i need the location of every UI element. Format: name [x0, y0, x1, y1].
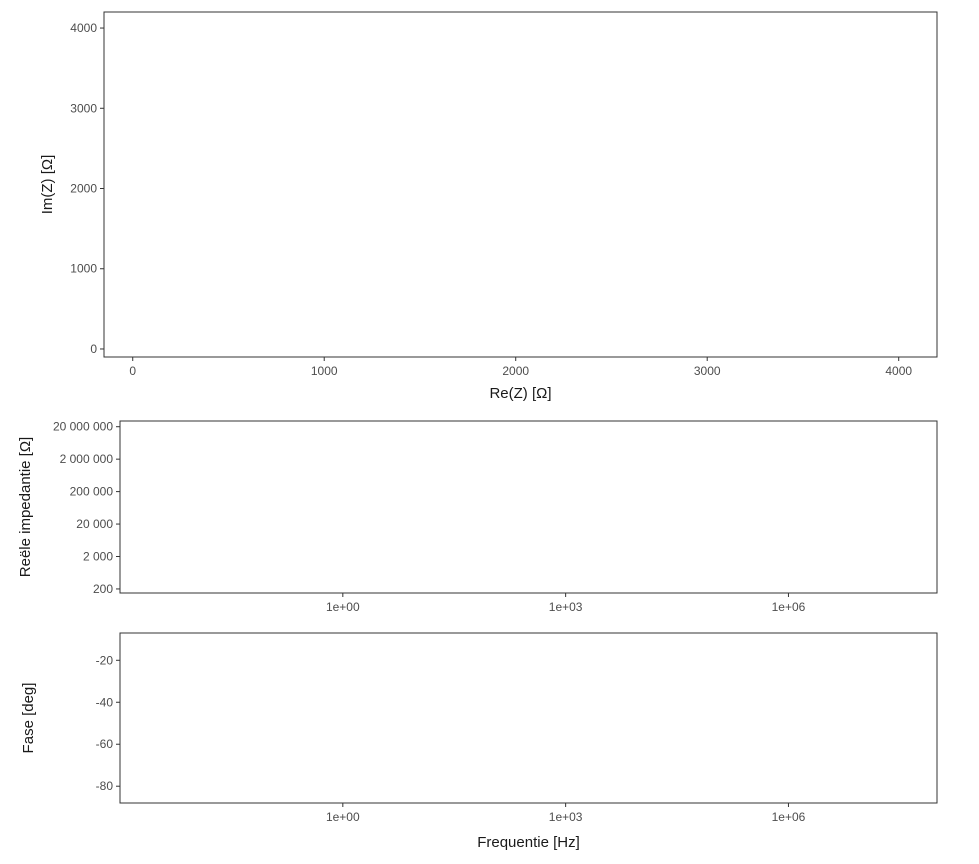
y-tick-label: 4000 [70, 21, 97, 35]
y-axis-title: Im(Z) [Ω] [39, 155, 56, 215]
x-tick-label: 1e+03 [549, 600, 583, 614]
y-tick-label: -80 [96, 779, 114, 793]
y-tick-label: 3000 [70, 101, 97, 115]
y-tick-label: 20 000 000 [53, 420, 113, 434]
x-tick-label: 1e+06 [772, 810, 806, 824]
x-axis-title: Re(Z) [Ω] [489, 385, 551, 402]
x-tick-label: 0 [129, 364, 136, 378]
bode-magnitude-panel: 1e+00 1e+03 1e+06 200 2 000 20 000 200 000 2 00… [17, 420, 938, 614]
plot-border [119, 420, 938, 594]
plot-border [119, 632, 938, 804]
y-axis-title: Fase [deg] [20, 683, 37, 754]
bode-phase-panel: 1e+00 1e+03 1e+06 -80 -60 -40 -20 Frequentie [H… [20, 632, 938, 851]
y-axis-title: Reële impedantie [Ω] [17, 437, 34, 577]
x-tick-label: 4000 [885, 364, 912, 378]
y-tick-label: 20 000 [76, 517, 113, 531]
x-tick-label: 1e+00 [326, 600, 360, 614]
y-tick-label: 1000 [70, 262, 97, 276]
y-tick-label: 200 [93, 582, 113, 596]
nyquist-panel: 0 1000 2000 3000 4000 0 1000 2000 3000 4000 Re(Z) … [39, 11, 938, 402]
x-tick-label: 1e+03 [549, 810, 583, 824]
y-tick-label: -60 [96, 737, 114, 751]
y-tick-label: 0 [90, 342, 97, 356]
y-tick-label: 2 000 [83, 549, 113, 563]
x-tick-label: 2000 [502, 364, 529, 378]
plot-border [103, 11, 938, 358]
x-tick-label: 1e+00 [326, 810, 360, 824]
y-tick-label: -40 [96, 695, 114, 709]
x-tick-label: 3000 [694, 364, 721, 378]
x-tick-label: 1e+06 [772, 600, 806, 614]
y-tick-label: -20 [96, 653, 114, 667]
y-tick-label: 2000 [70, 182, 97, 196]
x-tick-label: 1000 [311, 364, 338, 378]
y-tick-label: 200 000 [70, 485, 114, 499]
x-axis-title: Frequentie [Hz] [477, 834, 580, 851]
y-tick-label: 2 000 000 [60, 452, 114, 466]
